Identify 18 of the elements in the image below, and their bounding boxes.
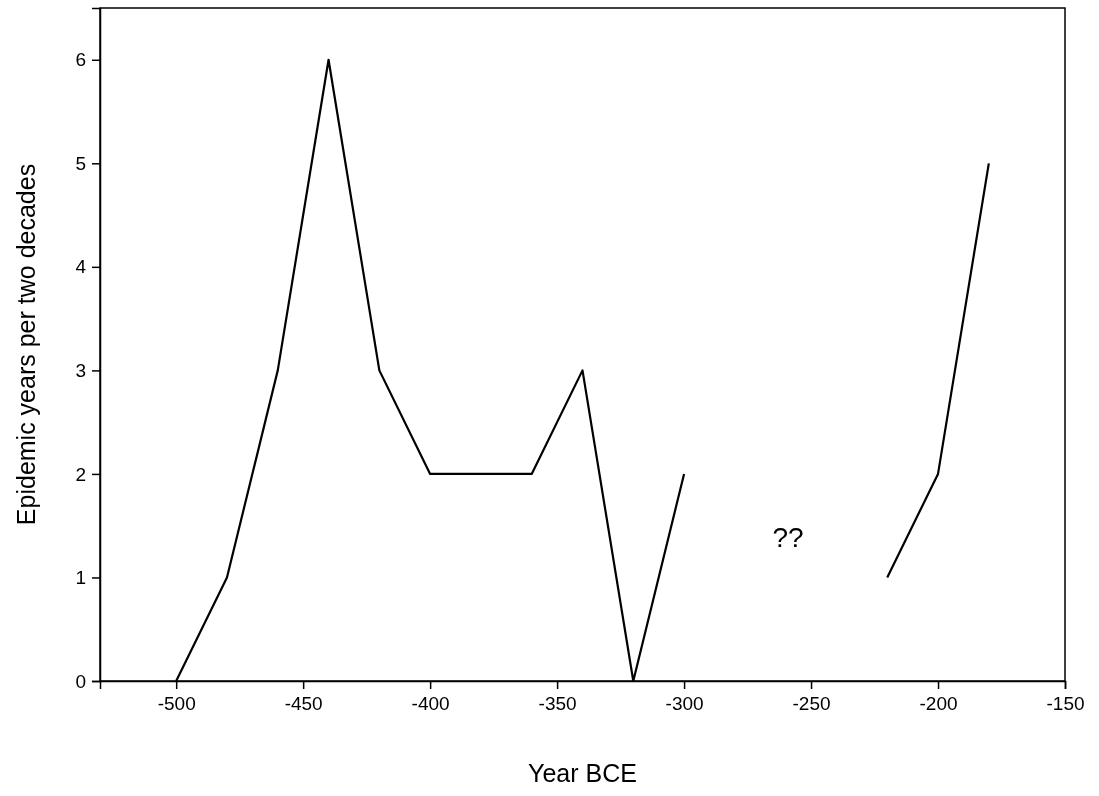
x-tick-label: -400 (411, 693, 450, 715)
x-tick-label: -250 (792, 693, 831, 715)
annotation: ?? (772, 522, 804, 554)
y-tick-label: 3 (75, 359, 86, 381)
x-tick-label: -350 (538, 693, 577, 715)
y-tick-label: 0 (75, 670, 86, 692)
y-tick-label: 2 (75, 463, 86, 485)
y-tick-label: 5 (75, 152, 86, 174)
y-axis-title: Epidemic years per two decades (12, 163, 40, 526)
y-tick-label: 4 (75, 256, 87, 278)
x-axis-title: Year BCE (528, 759, 637, 787)
x-tick-label: -500 (157, 693, 196, 715)
y-tick-label: 1 (75, 567, 86, 589)
y-tick-label: 6 (75, 49, 86, 71)
x-tick-label: -300 (665, 693, 704, 715)
x-tick-label: -200 (919, 693, 958, 715)
x-tick-label: -450 (284, 693, 323, 715)
x-tick-label: -150 (1046, 693, 1085, 715)
